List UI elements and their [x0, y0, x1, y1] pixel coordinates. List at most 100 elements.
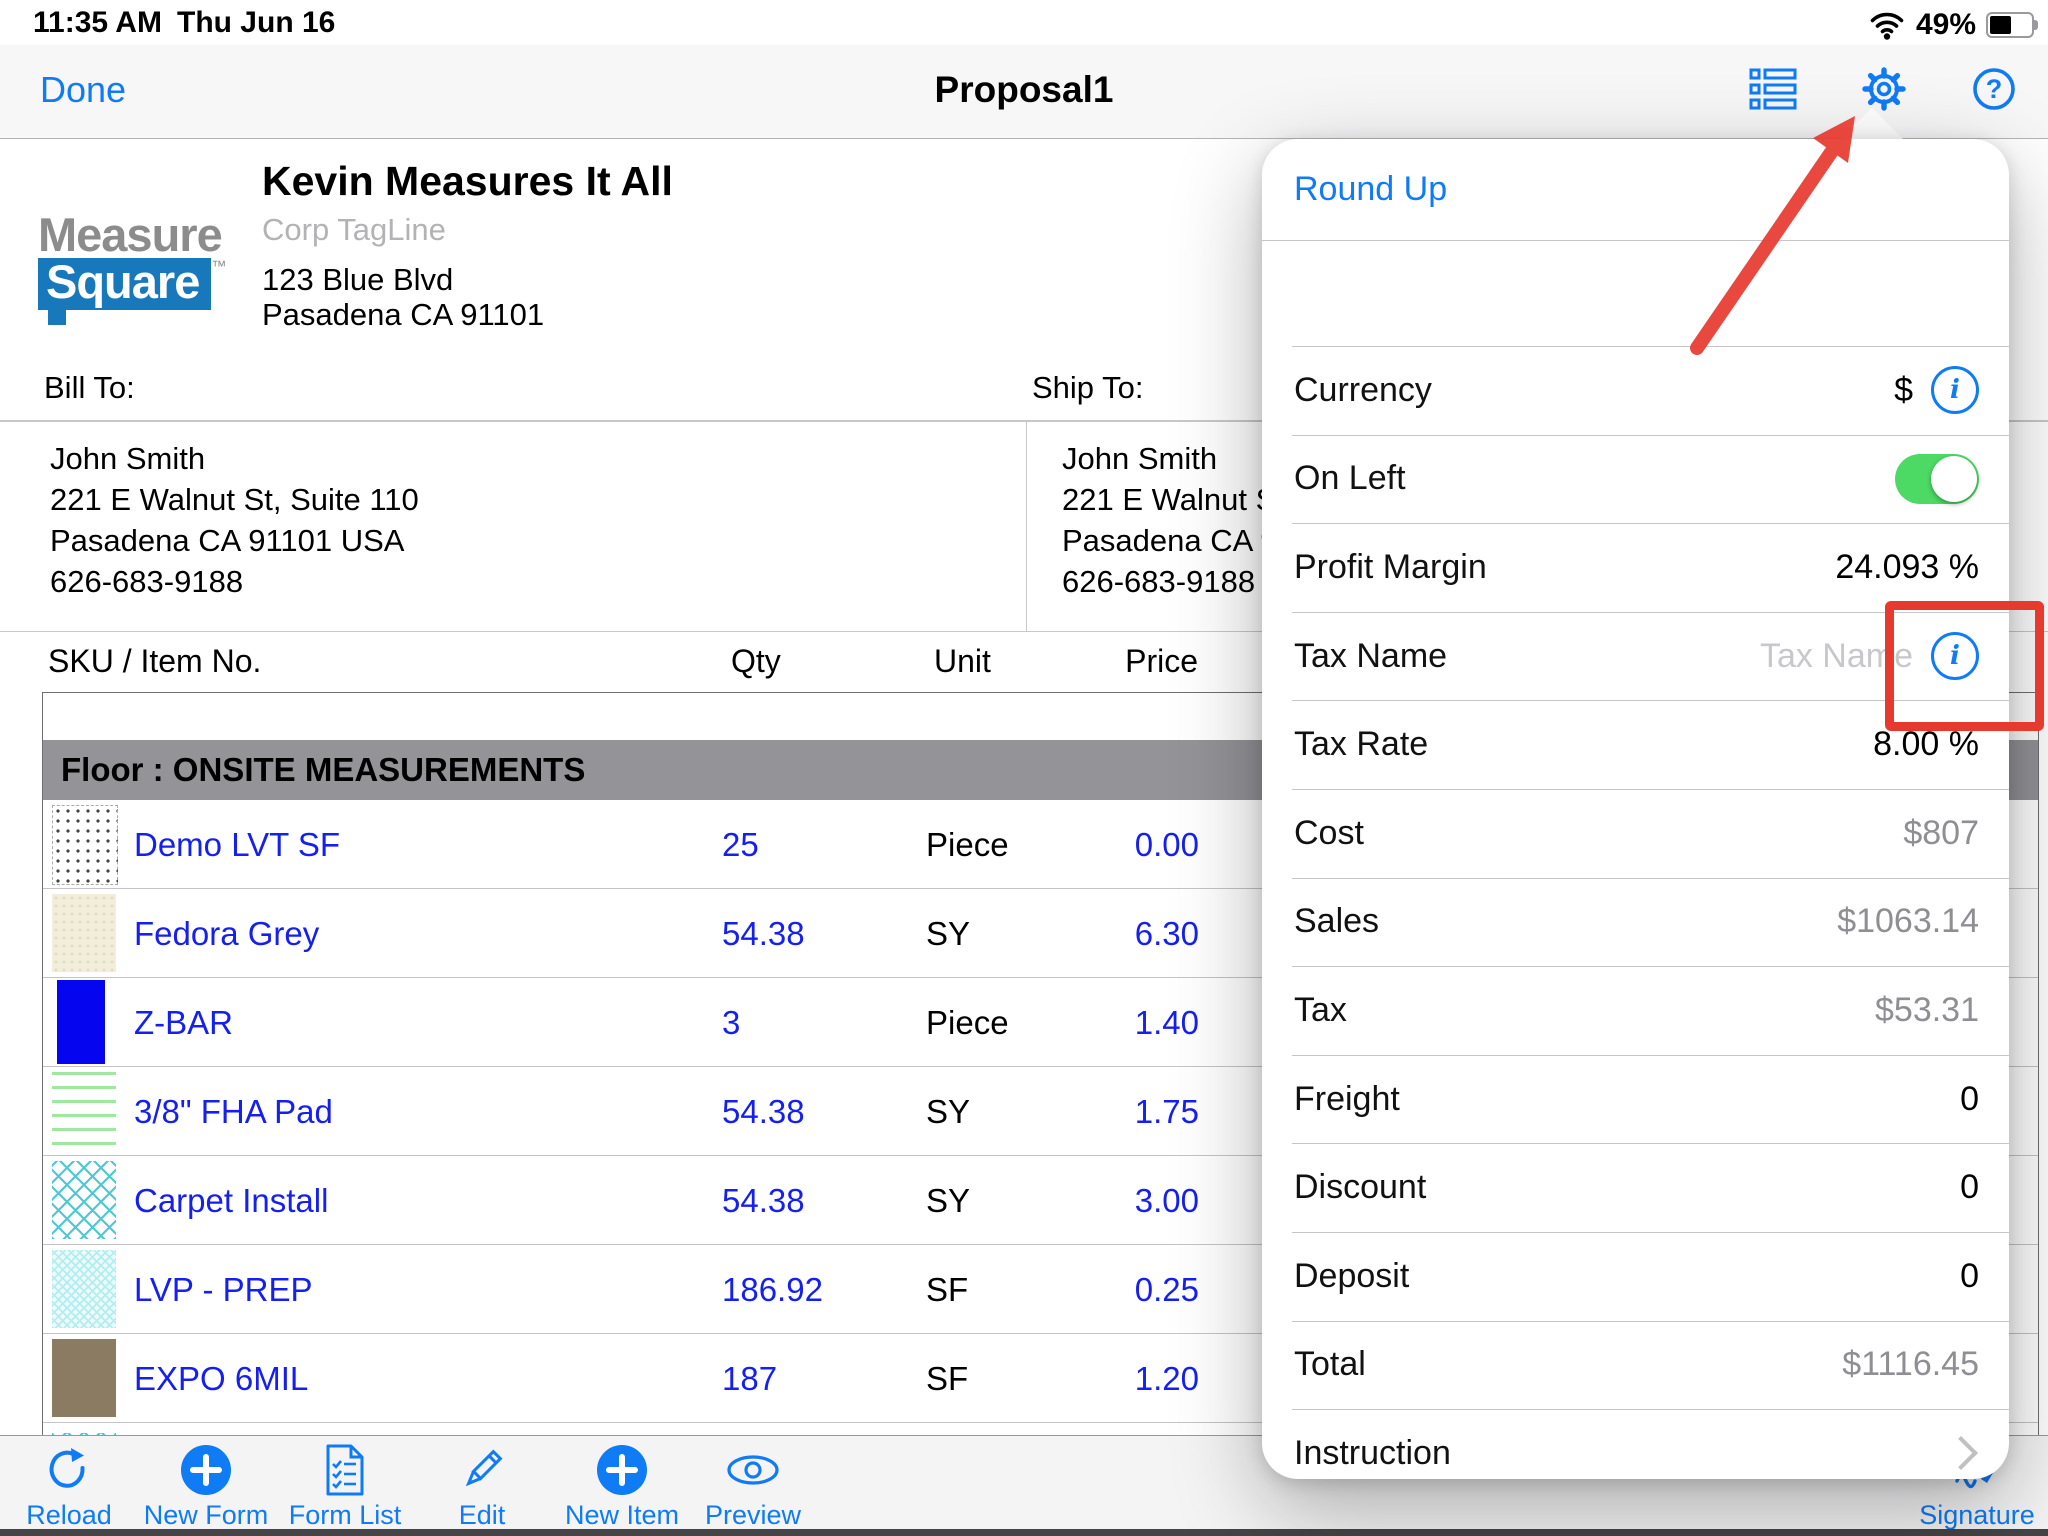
- setting-row-profit-margin[interactable]: Profit Margin 24.093 %: [1262, 523, 2009, 612]
- table-row[interactable]: LVP - PREP 186.92 SF 0.25: [43, 1245, 2038, 1334]
- settings-gear-icon[interactable]: [1860, 65, 1908, 113]
- toolbar-label: Reload: [26, 1500, 112, 1530]
- profit-margin-value[interactable]: 24.093 %: [1835, 547, 1979, 586]
- material-swatch-cream[interactable]: [52, 894, 116, 972]
- tax-name-info-icon[interactable]: i: [1931, 632, 1979, 681]
- setting-row-on-left[interactable]: On Left: [1262, 434, 2009, 524]
- item-price[interactable]: 1.20: [1134, 1360, 1199, 1397]
- freight-value[interactable]: 0: [1960, 1079, 1979, 1118]
- total-value: $1116.45: [1842, 1345, 1979, 1384]
- material-swatch-dots[interactable]: [52, 805, 118, 885]
- form-list-icon: [326, 1444, 364, 1496]
- chevron-right-icon: [1944, 1436, 1978, 1471]
- material-swatch-brown[interactable]: [52, 1339, 116, 1417]
- material-swatch-lines[interactable]: [52, 1072, 116, 1150]
- bill-city: Pasadena CA 91101 USA: [50, 523, 405, 558]
- item-price[interactable]: 0.00: [1134, 826, 1199, 863]
- item-qty[interactable]: 25: [722, 826, 759, 863]
- toolbar-item-preview[interactable]: Preview: [678, 1442, 828, 1531]
- discount-label: Discount: [1294, 1168, 1427, 1207]
- bill-phone: 626-683-9188: [50, 564, 244, 599]
- item-qty[interactable]: 54.38: [722, 915, 805, 952]
- item-price[interactable]: 6.30: [1134, 915, 1199, 952]
- setting-row-discount[interactable]: Discount 0: [1262, 1143, 2009, 1232]
- item-name-link[interactable]: EXPO 6MIL: [134, 1360, 309, 1397]
- battery-percent: 49%: [1915, 8, 1976, 41]
- setting-row-currency[interactable]: Currency $ i: [1262, 346, 2009, 435]
- total-label: Total: [1294, 1345, 1366, 1384]
- material-swatch-blue[interactable]: [57, 980, 105, 1064]
- table-row[interactable]: 3/8" FHA Pad 54.38 SY 1.75: [43, 1067, 2038, 1156]
- table-row[interactable]: Fedora Grey 54.38 SY 6.30: [43, 889, 2038, 978]
- tax-value: $53.31: [1875, 990, 1979, 1029]
- bill-name: John Smith: [50, 441, 206, 476]
- deposit-value[interactable]: 0: [1960, 1256, 1979, 1295]
- company-address-line2: Pasadena CA 91101: [262, 297, 545, 332]
- material-swatch-fine-hatch[interactable]: [52, 1250, 116, 1328]
- item-price[interactable]: 0.25: [1134, 1271, 1199, 1308]
- bill-street: 221 E Walnut St, Suite 110: [50, 482, 419, 517]
- col-header-price: Price: [1125, 643, 1198, 679]
- item-qty[interactable]: 54.38: [722, 1182, 805, 1219]
- wifi-icon: [1870, 12, 1904, 40]
- item-name-link[interactable]: Carpet Install: [134, 1182, 329, 1219]
- status-right-cluster: 49%: [1868, 8, 2038, 42]
- on-left-toggle[interactable]: [1895, 453, 1979, 504]
- toolbar-label: Signature: [1919, 1500, 2035, 1530]
- item-name-link[interactable]: Fedora Grey: [134, 915, 320, 952]
- item-qty[interactable]: 187: [722, 1360, 778, 1397]
- form-fields-list-icon[interactable]: [1748, 66, 1798, 112]
- popover-empty-row: [1262, 240, 2009, 346]
- item-price[interactable]: 1.40: [1134, 1004, 1199, 1041]
- toolbar-item-edit[interactable]: Edit: [407, 1442, 557, 1531]
- material-swatch-crosshatch[interactable]: [52, 1433, 116, 1436]
- logo-tab: [48, 310, 66, 325]
- item-name-link[interactable]: LVP - PREP: [134, 1271, 313, 1308]
- item-unit: SY: [926, 1093, 971, 1130]
- item-unit: SF: [926, 1360, 969, 1397]
- setting-row-deposit[interactable]: Deposit 0: [1262, 1231, 2009, 1321]
- table-row[interactable]: Z-BAR 3 Piece 1.40: [43, 978, 2038, 1067]
- table-row-partial[interactable]: [43, 1423, 2038, 1436]
- toolbar-item-new-form[interactable]: New Form: [131, 1442, 281, 1531]
- page-title: Proposal1: [934, 69, 1114, 110]
- toolbar-label: Edit: [458, 1500, 506, 1530]
- item-name-link[interactable]: 3/8" FHA Pad: [134, 1093, 333, 1130]
- freight-label: Freight: [1294, 1079, 1400, 1118]
- table-row[interactable]: EXPO 6MIL 187 SF 1.20: [43, 1334, 2038, 1423]
- discount-value[interactable]: 0: [1960, 1168, 1979, 1207]
- round-up-button[interactable]: Round Up: [1294, 170, 1448, 208]
- item-qty[interactable]: 186.92: [722, 1271, 823, 1308]
- table-row[interactable]: Carpet Install 54.38 SY 3.00: [43, 1156, 2038, 1245]
- item-unit: SF: [926, 1271, 969, 1308]
- ship-to-address[interactable]: John Smith 221 E Walnut St, Suite 110 Pa…: [1062, 438, 1431, 602]
- toolbar-item-reload[interactable]: Reload: [0, 1442, 144, 1531]
- item-name-link[interactable]: Demo LVT SF: [134, 826, 341, 863]
- ship-phone: 626-683-9188: [1062, 564, 1256, 599]
- item-price[interactable]: 3.00: [1134, 1182, 1199, 1219]
- setting-row-instruction[interactable]: Instruction: [1262, 1409, 2009, 1479]
- setting-row-tax-rate[interactable]: Tax Rate 8.00 %: [1262, 700, 2009, 789]
- material-swatch-crosshatch[interactable]: [52, 1161, 116, 1239]
- deposit-label: Deposit: [1294, 1256, 1410, 1295]
- tax-rate-value[interactable]: 8.00 %: [1873, 725, 1979, 764]
- item-price[interactable]: 1.75: [1134, 1093, 1199, 1130]
- bill-to-address[interactable]: John Smith 221 E Walnut St, Suite 110 Pa…: [50, 438, 419, 602]
- currency-value[interactable]: $: [1894, 370, 1913, 409]
- toolbar-item-form-list[interactable]: Form List: [270, 1442, 420, 1531]
- tax-rate-label: Tax Rate: [1294, 725, 1429, 764]
- setting-row-freight[interactable]: Freight 0: [1262, 1054, 2009, 1144]
- item-qty[interactable]: 54.38: [722, 1093, 805, 1130]
- done-button[interactable]: Done: [40, 69, 127, 110]
- svg-text:?: ?: [1986, 74, 2003, 104]
- table-row[interactable]: Demo LVT SF 25 Piece 0.00: [43, 800, 2038, 889]
- currency-label: Currency: [1294, 370, 1432, 409]
- help-icon[interactable]: ?: [1970, 65, 2018, 113]
- item-name-link[interactable]: Z-BAR: [134, 1004, 233, 1041]
- item-qty[interactable]: 3: [722, 1004, 741, 1041]
- toolbar-item-new-item[interactable]: New Item: [547, 1442, 697, 1531]
- currency-info-icon[interactable]: i: [1931, 366, 1979, 415]
- tax-label: Tax: [1294, 990, 1347, 1029]
- item-unit: SY: [926, 915, 971, 952]
